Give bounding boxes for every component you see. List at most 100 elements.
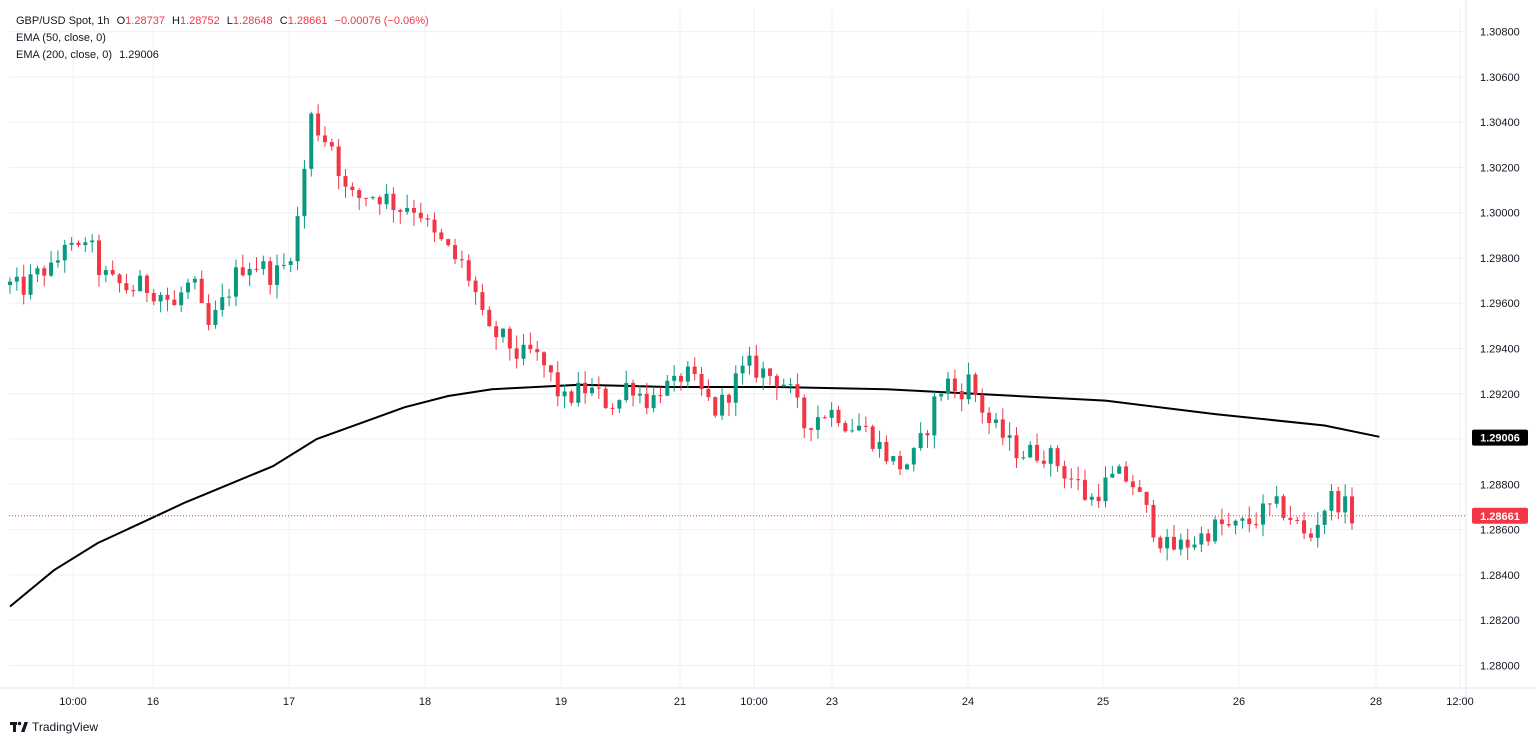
ema200-price-label-text: 1.29006 <box>1480 433 1520 445</box>
candle-body <box>747 355 752 366</box>
candle-body <box>49 262 54 276</box>
y-tick-label: 1.30000 <box>1480 208 1520 220</box>
candle-body <box>761 368 766 378</box>
candle-body <box>685 366 690 382</box>
y-axis[interactable]: 1.30800 1.30600 1.30400 1.30200 1.30000 1.298… <box>1480 27 1520 673</box>
candle-body <box>35 268 40 275</box>
candle-body <box>1260 503 1265 525</box>
candle-body <box>911 448 916 465</box>
tradingview-branding[interactable]: TradingView <box>10 720 98 734</box>
candle-body <box>857 425 862 431</box>
candle-body <box>1315 524 1320 538</box>
candle-body <box>1350 496 1354 524</box>
y-tick-label: 1.28000 <box>1480 660 1520 672</box>
y-tick-label: 1.30800 <box>1480 27 1520 39</box>
candle-body <box>69 242 74 245</box>
candle-body <box>870 426 875 449</box>
y-tick-label: 1.30200 <box>1480 162 1520 174</box>
candle-body <box>1288 517 1293 520</box>
candle-body <box>583 382 588 394</box>
chart-legend: GBP/USD Spot, 1h O1.28737 H1.28752 L1.28… <box>16 13 429 64</box>
y-tick-label: 1.29400 <box>1480 344 1520 356</box>
candle-body <box>1192 544 1197 548</box>
candle-body <box>898 456 903 470</box>
candle-body <box>1048 448 1053 464</box>
candle-body <box>213 309 218 325</box>
candle-body <box>802 397 807 429</box>
x-tick-label: 18 <box>419 696 431 708</box>
y-tick-label: 1.29200 <box>1480 389 1520 401</box>
candle-body <box>1035 444 1040 461</box>
candle-body <box>295 216 300 262</box>
candle-body <box>843 423 848 432</box>
x-tick-label: 21 <box>674 696 686 708</box>
candle-body <box>316 113 321 136</box>
candle-body <box>768 368 773 376</box>
legend-ohlc-row: GBP/USD Spot, 1h O1.28737 H1.28752 L1.28… <box>16 13 429 30</box>
candle-body <box>932 396 937 436</box>
candle-body <box>1158 537 1163 549</box>
candle-body <box>966 374 971 400</box>
candle-body <box>377 197 382 205</box>
candle-body <box>302 168 307 217</box>
legend-low-value: 1.28648 <box>232 15 273 27</box>
candlestick-series <box>8 104 1354 561</box>
candle-body <box>494 326 499 338</box>
candle-body <box>884 441 889 462</box>
candle-body <box>240 267 245 276</box>
y-tick-label: 1.30400 <box>1480 117 1520 129</box>
legend-ema200-value: 1.29006 <box>119 49 159 61</box>
candle-body <box>439 232 444 240</box>
legend-ema200-row[interactable]: EMA (200, close, 0) 1.29006 <box>16 47 429 64</box>
candle-body <box>1124 466 1129 482</box>
candle-body <box>637 393 642 396</box>
legend-close-value: 1.28661 <box>287 15 328 27</box>
candle-body <box>891 456 896 462</box>
candle-body <box>343 176 348 187</box>
legend-symbol: GBP/USD Spot, 1h <box>16 15 110 27</box>
legend-ema50-row[interactable]: EMA (50, close, 0) <box>16 30 429 47</box>
y-tick-label: 1.28800 <box>1480 479 1520 491</box>
candle-body <box>877 441 882 449</box>
candle-body <box>617 400 622 409</box>
legend-open-value: 1.28737 <box>125 15 165 27</box>
candle-body <box>535 349 540 353</box>
last-price-label-bg <box>1472 507 1528 524</box>
candle-body <box>658 395 663 397</box>
y-tick-label: 1.28600 <box>1480 525 1520 537</box>
candle-body <box>62 244 67 261</box>
candle-body <box>151 293 156 302</box>
candle-body <box>651 395 656 409</box>
candle-body <box>548 365 553 373</box>
candle-body <box>952 378 957 391</box>
candle-body <box>158 294 163 302</box>
candle-body <box>665 380 670 396</box>
y-tick-label: 1.29800 <box>1480 253 1520 265</box>
y-tick-label: 1.28400 <box>1480 570 1520 582</box>
candle-body <box>473 280 478 293</box>
candle-body <box>268 261 273 285</box>
x-tick-label: 16 <box>147 696 159 708</box>
candle-body <box>589 387 594 394</box>
candle-body <box>939 393 944 397</box>
candle-body <box>172 299 177 306</box>
candle-body <box>411 208 416 213</box>
candle-body <box>275 265 280 285</box>
candle-body <box>288 261 293 265</box>
x-axis[interactable]: 10:00 16 17 18 19 21 10:00 23 24 25 26 28 12:00 <box>59 696 1474 708</box>
candle-body <box>336 146 341 177</box>
candle-body <box>1336 491 1341 513</box>
candle-body <box>425 218 430 220</box>
candle-body <box>514 348 519 359</box>
candle-body <box>453 245 458 260</box>
candle-body <box>1247 518 1252 525</box>
candle-body <box>42 268 47 276</box>
candle-body <box>1302 520 1307 534</box>
candle-body <box>822 417 827 419</box>
candle-body <box>795 384 800 398</box>
candle-body <box>863 425 868 427</box>
candle-body <box>1274 496 1279 504</box>
candle-body <box>1281 496 1286 518</box>
